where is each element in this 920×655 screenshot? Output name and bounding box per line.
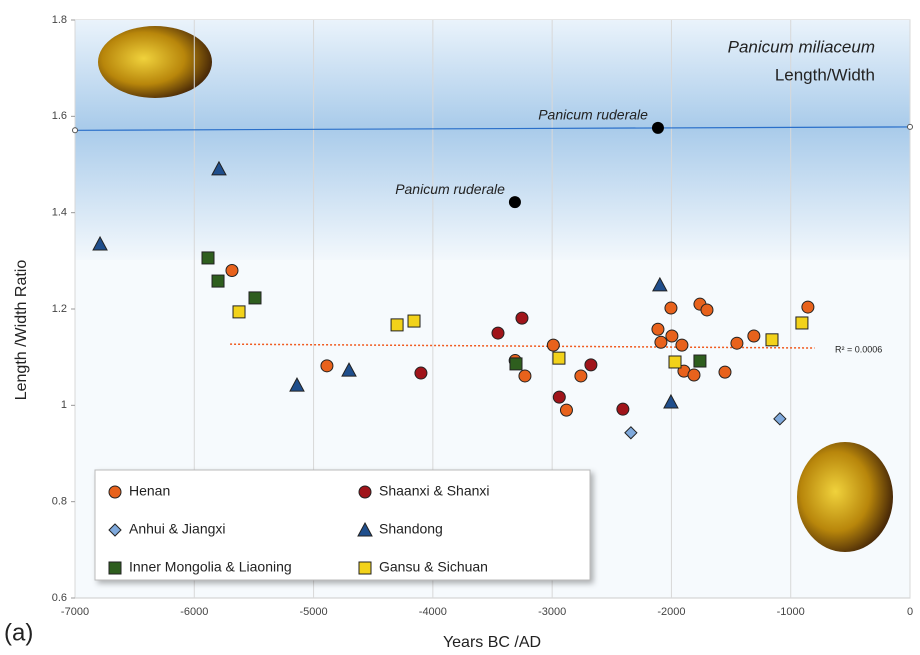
x-tick-label: -1000	[777, 606, 805, 618]
x-tick-label: 0	[907, 606, 913, 618]
reference-point	[508, 196, 521, 209]
legend-label: Inner Mongolia & Liaoning	[129, 559, 292, 575]
point	[518, 369, 532, 383]
reference-label: Panicum ruderale	[538, 107, 648, 123]
point	[320, 359, 334, 373]
point	[407, 314, 421, 328]
reference-line	[74, 126, 911, 131]
x-tick-label: -7000	[61, 606, 89, 618]
point	[552, 351, 566, 365]
point	[414, 366, 428, 380]
point	[700, 303, 714, 317]
point	[211, 160, 227, 176]
point	[92, 235, 108, 251]
reference-line-end	[72, 127, 78, 134]
legend-label: Gansu & Sichuan	[379, 559, 488, 575]
y-tick-label: 1	[61, 399, 67, 411]
point	[668, 355, 682, 369]
point	[730, 336, 744, 350]
point	[248, 291, 262, 305]
y-tick-label: 1.8	[52, 14, 67, 26]
x-axis-title: Years BC /AD	[443, 634, 541, 651]
point	[665, 329, 679, 343]
point	[675, 338, 689, 352]
chart-title: Panicum miliaceum	[728, 37, 875, 56]
trend-line	[230, 343, 815, 349]
y-tick-label: 0.8	[52, 496, 67, 508]
point	[390, 318, 404, 332]
point	[687, 368, 701, 382]
point	[552, 390, 566, 404]
x-tick-label: -6000	[180, 606, 208, 618]
point	[225, 263, 239, 277]
point	[718, 365, 732, 379]
point	[693, 354, 707, 368]
y-tick-label: 1.2	[52, 303, 67, 315]
y-tick-label: 1.6	[52, 110, 67, 122]
seed-image	[797, 442, 893, 552]
x-tick-label: -2000	[657, 606, 685, 618]
legend-label: Shandong	[379, 521, 443, 537]
legend	[94, 469, 591, 581]
legend-swatch	[357, 521, 373, 537]
point	[289, 377, 305, 392]
point	[211, 274, 225, 288]
legend-label: Henan	[129, 483, 170, 499]
point	[559, 403, 573, 417]
legend-swatch	[108, 561, 122, 575]
point	[652, 276, 668, 292]
legend-swatch	[358, 485, 372, 499]
point	[651, 322, 665, 336]
ratio-band	[75, 20, 910, 260]
point	[663, 393, 679, 409]
point	[616, 402, 630, 416]
legend-swatch	[108, 485, 122, 499]
y-tick-label: 0.6	[52, 592, 67, 604]
point	[546, 338, 560, 352]
point	[624, 426, 638, 440]
point	[773, 412, 787, 426]
point	[765, 333, 779, 347]
point	[232, 305, 246, 319]
x-tick-label: -4000	[419, 606, 447, 618]
y-axis-title: Length /Width Ratio	[13, 260, 30, 401]
seed-image	[98, 26, 212, 98]
point	[795, 316, 809, 330]
legend-label: Shaanxi & Shanxi	[379, 483, 490, 499]
point	[509, 357, 523, 371]
x-tick-label: -3000	[538, 606, 566, 618]
legend-swatch	[108, 523, 122, 537]
trend-label: R² = 0.0006	[835, 344, 882, 354]
point	[491, 326, 505, 340]
point	[664, 301, 678, 315]
chart-subtitle: Length/Width	[775, 65, 875, 84]
panel-label: (a)	[4, 619, 33, 646]
y-tick-label: 1.4	[52, 207, 67, 219]
point	[654, 335, 668, 349]
reference-label: Panicum ruderale	[395, 181, 505, 197]
legend-swatch	[358, 561, 372, 575]
point	[574, 369, 588, 383]
point	[801, 300, 815, 314]
legend-label: Anhui & Jiangxi	[129, 521, 226, 537]
point	[747, 329, 761, 343]
point	[201, 251, 215, 265]
reference-line-end	[907, 123, 913, 130]
point	[584, 358, 598, 372]
point	[515, 311, 529, 325]
reference-point	[651, 121, 664, 134]
x-tick-label: -5000	[300, 606, 328, 618]
point	[341, 362, 357, 377]
